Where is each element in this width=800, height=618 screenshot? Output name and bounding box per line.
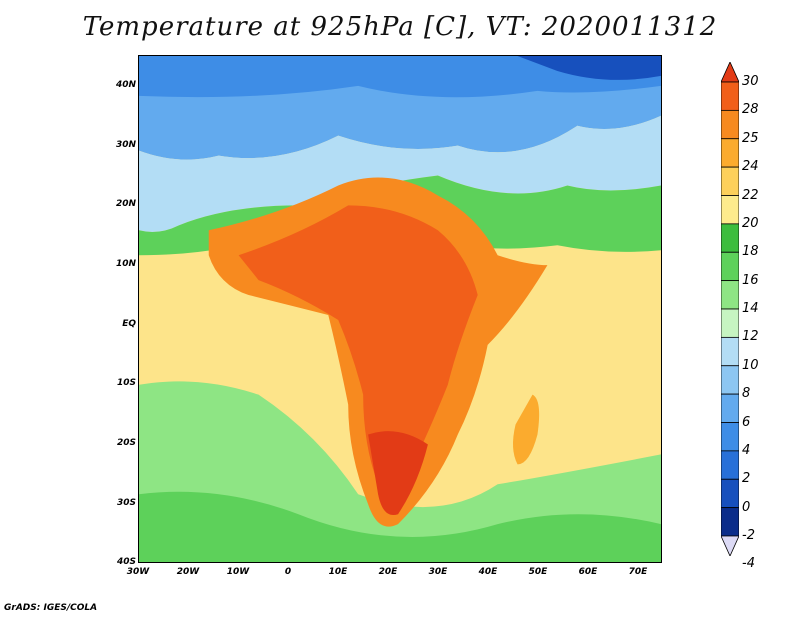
lon-tick: 60E bbox=[578, 567, 598, 577]
colorbar-label: 18 bbox=[742, 244, 759, 260]
colorbar-label: 8 bbox=[742, 386, 751, 402]
colorbar-label: 28 bbox=[742, 102, 759, 118]
colorbar-segment bbox=[721, 365, 739, 395]
lat-tick: 20N bbox=[115, 199, 136, 209]
colorbar-segment bbox=[721, 280, 739, 310]
colorbar-label: 4 bbox=[742, 442, 751, 458]
colorbar-segment bbox=[721, 478, 739, 509]
lon-tick: 50E bbox=[528, 567, 548, 577]
colorbar-segment bbox=[721, 138, 739, 168]
colorbar-segment bbox=[721, 450, 739, 480]
credit-text: GrADS: IGES/COLA bbox=[4, 603, 98, 613]
colorbar-label: 30 bbox=[742, 74, 759, 89]
colorbar-label: 16 bbox=[742, 272, 759, 288]
temperature-map bbox=[138, 55, 662, 563]
colorbar-segment bbox=[721, 81, 739, 111]
colorbar-label: -2 bbox=[742, 528, 755, 543]
lon-tick: 40E bbox=[478, 567, 498, 577]
colorbar-label: 10 bbox=[742, 357, 759, 373]
lat-tick: EQ bbox=[122, 319, 136, 329]
colorbar-segment bbox=[721, 109, 739, 140]
colorbar-segment bbox=[721, 422, 739, 452]
colorbar-label: 14 bbox=[742, 301, 759, 316]
colorbar-segment bbox=[721, 336, 739, 367]
colorbar-label: 6 bbox=[742, 414, 751, 430]
colorbar-segment bbox=[721, 251, 739, 282]
colorbar-segment bbox=[721, 62, 739, 83]
colorbar-label: 25 bbox=[742, 130, 759, 146]
colorbar-segment bbox=[721, 535, 739, 556]
colorbar-label: 0 bbox=[742, 499, 751, 515]
colorbar-label: 12 bbox=[742, 329, 759, 345]
colorbar-segment bbox=[721, 393, 739, 423]
lon-tick: 10W bbox=[226, 567, 250, 577]
lon-tick: 10E bbox=[328, 567, 348, 577]
colorbar-segment bbox=[721, 507, 739, 537]
lat-tick: 10N bbox=[115, 259, 136, 269]
colorbar-segment bbox=[721, 166, 739, 196]
lat-tick: 20S bbox=[116, 438, 136, 448]
colorbar-segment bbox=[721, 223, 739, 253]
lon-tick: 70E bbox=[628, 567, 648, 577]
colorbar-label: -4 bbox=[742, 556, 755, 572]
lat-tick: 10S bbox=[116, 378, 136, 388]
colorbar-label: 20 bbox=[742, 215, 759, 231]
lon-tick: 0 bbox=[284, 567, 292, 577]
lon-tick: 20E bbox=[378, 567, 398, 577]
colorbar-segment bbox=[721, 308, 739, 338]
colorbar-label: 22 bbox=[742, 187, 759, 203]
lat-tick: 30N bbox=[115, 140, 136, 150]
colorbar-segment bbox=[721, 195, 739, 225]
lon-tick: 30E bbox=[428, 567, 448, 577]
colorbar-label: 2 bbox=[742, 471, 751, 487]
colorbar-label: 24 bbox=[742, 159, 759, 175]
lat-tick: 40N bbox=[115, 80, 136, 90]
map-title: Temperature at 925hPa [C], VT: 202001131… bbox=[82, 12, 718, 42]
lon-tick: 30W bbox=[126, 567, 150, 577]
lat-tick: 30S bbox=[116, 498, 136, 508]
lat-tick: 40S bbox=[116, 557, 136, 567]
colorbar bbox=[721, 62, 739, 556]
lon-tick: 20W bbox=[176, 567, 200, 577]
